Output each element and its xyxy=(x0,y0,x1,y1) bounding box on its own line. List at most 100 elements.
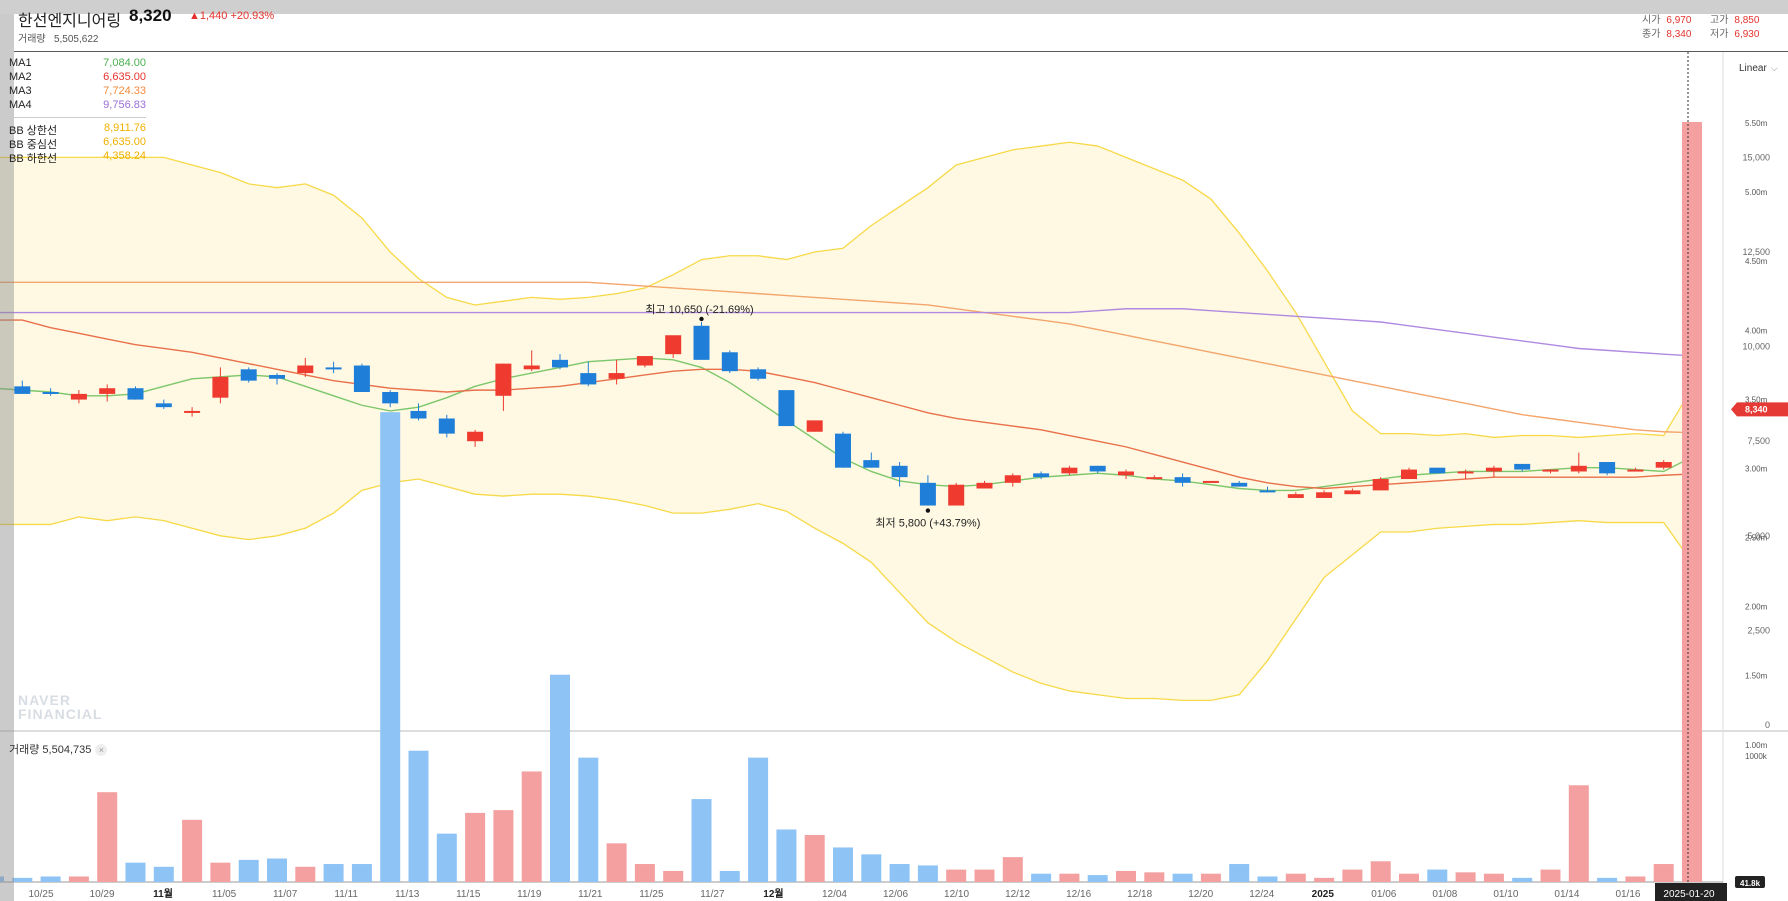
candle-body xyxy=(410,410,427,419)
candle-body xyxy=(778,390,795,427)
volume-bar xyxy=(153,866,174,882)
volume-bar xyxy=(408,750,429,882)
candle-body xyxy=(184,410,201,413)
candle-body xyxy=(297,365,314,374)
volume-bar xyxy=(663,870,684,882)
candle-body xyxy=(891,465,908,478)
volume-bar xyxy=(634,864,655,882)
volume-bar xyxy=(1200,873,1221,882)
volume-bar xyxy=(946,869,967,882)
volume-bar xyxy=(436,833,457,882)
x-axis-label: 12/16 xyxy=(1066,889,1091,900)
y-tick-label: 7,500 xyxy=(1747,436,1770,446)
stock-price: 8,320 xyxy=(129,6,172,25)
volume-bar xyxy=(1087,875,1108,882)
x-axis-label: 12/10 xyxy=(944,889,969,900)
volume-tick-label: 1000k xyxy=(1745,752,1768,761)
open-label: 시가 xyxy=(1642,15,1661,26)
last-price-tag xyxy=(1731,402,1788,417)
header-volume-label: 거래량 xyxy=(18,34,46,45)
candle-body xyxy=(70,393,87,400)
candle-body xyxy=(99,388,116,394)
volume-bar xyxy=(465,812,486,882)
bb-lower-line xyxy=(0,478,1693,702)
low-label: 저가 xyxy=(1710,29,1729,40)
scale-dropdown[interactable]: Linear ⌵ xyxy=(1739,63,1778,74)
legend-ma1: MA1 7,084.00 xyxy=(9,57,146,71)
bb-upper-line xyxy=(0,141,1693,439)
high-price: 고가 8,850 xyxy=(1710,11,1759,26)
last-price-label: 8,340 xyxy=(1745,404,1768,414)
volume-bar xyxy=(238,859,259,882)
date-cursor-tag xyxy=(1655,883,1727,901)
volume-bar xyxy=(833,847,853,882)
chevron-down-icon: ⌵ xyxy=(1770,63,1778,73)
volume-bar xyxy=(40,876,61,882)
stock-change: ▲1,440 +20.93% xyxy=(189,10,275,22)
volume-bar xyxy=(861,854,882,882)
candle-body xyxy=(806,420,823,432)
x-axis-label: 11/27 xyxy=(700,889,725,900)
candle-body xyxy=(495,363,512,396)
legend-bb-lower: BB 하한선 4,358.24 xyxy=(9,150,146,165)
x-axis-label: 11/19 xyxy=(517,889,542,900)
volume-bar xyxy=(748,757,769,882)
watermark-line-2: FINANCIAL xyxy=(18,706,103,722)
candle-body xyxy=(269,374,285,379)
candle-body xyxy=(636,356,653,366)
volume-tick-label: 4.50m xyxy=(1745,257,1768,266)
candle-body xyxy=(976,482,993,489)
x-axis-label: 11/21 xyxy=(578,889,603,900)
volume-bar xyxy=(493,810,514,882)
candle-body xyxy=(1655,462,1672,468)
volume-bar xyxy=(1172,873,1193,882)
candle-body xyxy=(382,392,399,404)
volume-bar xyxy=(1625,876,1646,882)
candle-body xyxy=(948,484,965,506)
x-axis-label: 12/20 xyxy=(1188,889,1213,900)
candle-body xyxy=(325,367,342,370)
volume-tick-label: 5.50m xyxy=(1745,119,1768,128)
candle-body xyxy=(1542,469,1559,472)
volume-bar xyxy=(323,864,344,882)
candle-body xyxy=(665,335,682,355)
low-marker xyxy=(925,508,931,513)
volume-panel-label: 거래량 5,504,735 × xyxy=(9,741,108,757)
y-tick-label: 10,000 xyxy=(1742,342,1770,352)
legend-ma4-value: 9,756.83 xyxy=(103,99,146,111)
volume-bar xyxy=(182,819,203,882)
scale-label: Linear xyxy=(1739,63,1767,74)
x-axis-label: 01/16 xyxy=(1615,889,1640,900)
x-axis-label: 01/08 xyxy=(1432,889,1457,900)
volume-bar xyxy=(719,870,740,882)
candle-body xyxy=(240,369,257,381)
x-axis-label: 11/11 xyxy=(334,889,358,900)
candle-body xyxy=(750,369,767,379)
x-axis-label: 11/13 xyxy=(395,889,420,900)
volume-bar xyxy=(97,792,118,882)
candle-body xyxy=(919,482,936,506)
candle-body xyxy=(467,431,484,442)
close-value: 8,340 xyxy=(1666,29,1692,40)
candle-body xyxy=(835,433,851,468)
x-axis-label: 10/25 xyxy=(28,889,53,900)
high-label: 고가 xyxy=(1710,15,1729,26)
x-axis-label: 12/04 xyxy=(822,889,847,900)
candle-body xyxy=(693,325,710,360)
volume-bar xyxy=(917,865,938,882)
open-price: 시가 6,970 xyxy=(1642,11,1691,26)
volume-bar xyxy=(0,876,4,882)
candle-body xyxy=(1118,471,1134,476)
legend-ma2-value: 6,635.00 xyxy=(103,71,146,83)
volume-bar xyxy=(889,864,910,882)
last-volume-tag xyxy=(1735,876,1765,888)
watermark: NAVER FINANCIAL xyxy=(18,693,102,721)
y-tick-label: 15,000 xyxy=(1742,152,1770,162)
candle-body xyxy=(1599,462,1616,474)
volume-bar xyxy=(776,829,797,882)
volume-bar xyxy=(1257,876,1278,882)
low-annotation: 최저 5,800 (+43.79%) xyxy=(875,517,980,530)
close-icon[interactable]: × xyxy=(95,744,108,756)
legend-bb-middle-value: 6,635.00 xyxy=(103,136,146,148)
